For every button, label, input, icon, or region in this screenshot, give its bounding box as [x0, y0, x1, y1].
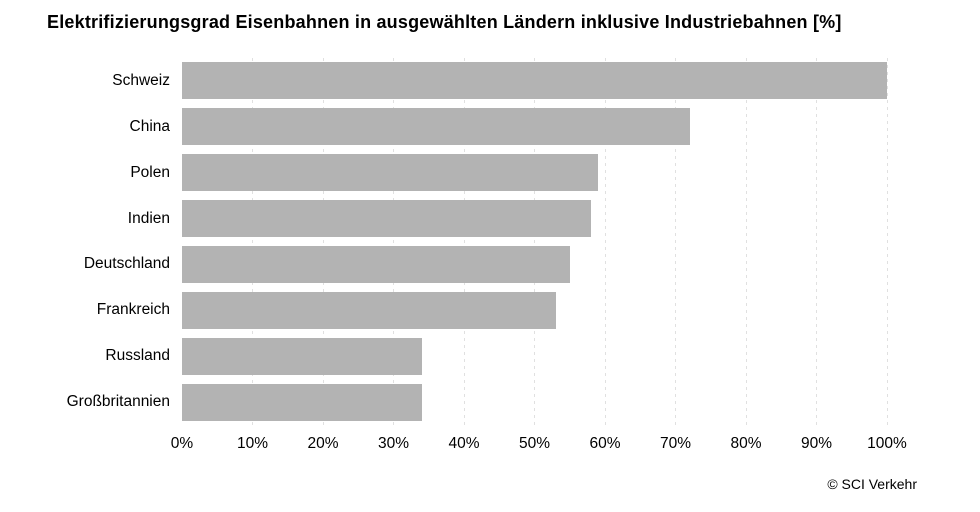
x-axis: 0% 10% 20% 30% 40% 50% 60% 70% 80% 90% 100% [0, 427, 980, 455]
gridline [886, 58, 888, 425]
bar [182, 62, 887, 100]
gridlines [182, 58, 888, 425]
x-tick-label: 20% [307, 435, 339, 452]
gridline [604, 58, 606, 425]
category-label: Schweiz [112, 71, 170, 89]
bar-row: Indien [0, 196, 887, 242]
x-tick-label: 80% [730, 435, 762, 452]
bar-track [182, 383, 887, 421]
bar [182, 383, 422, 421]
x-tick-label: 90% [800, 435, 833, 452]
bar-track [182, 337, 887, 375]
x-tick-label: 70% [659, 435, 692, 452]
x-tick-label: 30% [377, 435, 410, 452]
plot-area: Schweiz China Polen Indien Deutschland Frankr… [67, 58, 888, 425]
bar [182, 291, 556, 329]
bar-row: Russland [0, 333, 887, 379]
bar-rows: Schweiz China Polen Indien Deutschland Frankr… [0, 58, 887, 425]
category-label: Indien [127, 209, 170, 227]
gridline [463, 58, 465, 425]
gridline [675, 58, 676, 425]
x-tick-label: 50% [518, 435, 551, 452]
bar-track [182, 291, 887, 329]
gridline [816, 58, 817, 425]
category-label: Großbritannien [66, 393, 170, 411]
bar-track [182, 245, 887, 283]
gridline [393, 58, 394, 425]
chart-title: Elektrifizierungsgrad Eisenbahnen in aus… [47, 12, 842, 32]
category-label: Russland [105, 347, 170, 365]
bar-track [182, 108, 887, 146]
bar [182, 245, 570, 283]
bar-row: Frankreich [0, 287, 887, 333]
gridline [322, 58, 324, 425]
bar-row: China [0, 104, 887, 150]
category-label: China [129, 117, 171, 135]
category-label: Frankreich [96, 301, 170, 319]
bar-row: Deutschland [0, 242, 887, 288]
bar-row: Polen [0, 150, 887, 196]
bar-row: Schweiz [0, 58, 887, 104]
gridline [745, 58, 747, 425]
x-tick-label: 100% [867, 435, 907, 452]
bar-track [182, 200, 887, 238]
x-tick-label: 60% [589, 435, 621, 452]
bar-track [182, 154, 887, 192]
category-label: Deutschland [83, 255, 170, 273]
category-label: Polen [130, 163, 170, 181]
bar [182, 200, 591, 238]
bar [182, 154, 598, 192]
x-tick-label: 40% [448, 435, 480, 452]
bar-row: Großbritannien [0, 379, 887, 425]
bar-track [182, 62, 887, 100]
gridline [534, 58, 535, 425]
x-tick-label: 10% [236, 435, 269, 452]
bar [182, 108, 690, 146]
bar [182, 337, 422, 375]
gridline [252, 58, 253, 425]
x-tick-label: 0% [170, 435, 194, 452]
source-attribution: © SCI Verkehr [827, 476, 917, 492]
